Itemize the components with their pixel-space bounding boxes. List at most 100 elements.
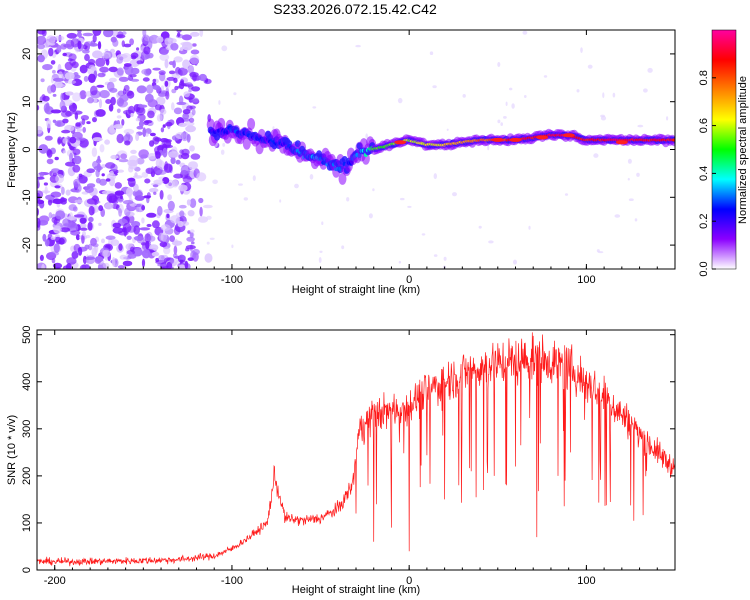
noise-blob — [158, 232, 164, 241]
noise-blob — [60, 92, 64, 102]
noise-blob — [198, 73, 207, 82]
noise-blob — [192, 43, 197, 47]
noise-blob — [55, 174, 64, 184]
noise-blob — [55, 210, 66, 220]
noise-blob — [191, 86, 201, 92]
noise-blob — [153, 179, 164, 185]
noise-blob — [190, 153, 201, 160]
noise-blob — [86, 198, 98, 205]
noise-blob — [53, 243, 60, 253]
noise-blob — [67, 58, 73, 62]
noise-blob — [238, 183, 243, 186]
noise-blob — [174, 85, 179, 91]
noise-blob — [149, 132, 156, 137]
noise-blob — [126, 235, 132, 240]
noise-blob — [82, 126, 86, 133]
noise-blob — [69, 136, 77, 144]
noise-blob — [88, 243, 93, 251]
y-tick-label: 200 — [21, 467, 33, 485]
noise-blob — [104, 202, 114, 210]
noise-blob — [79, 264, 91, 269]
noise-blob — [129, 73, 137, 78]
noise-blob — [176, 30, 182, 33]
noise-blob — [105, 178, 111, 182]
noise-blob — [102, 249, 111, 258]
noise-blob — [158, 70, 166, 76]
noise-blob — [134, 191, 144, 198]
noise-blob — [172, 253, 178, 259]
noise-blob — [59, 227, 71, 233]
noise-blob — [41, 30, 47, 37]
noise-blob — [118, 76, 129, 82]
noise-blob — [189, 198, 197, 209]
x-tick-label: 100 — [577, 274, 595, 286]
noise-blob — [37, 262, 47, 269]
noise-blob — [79, 227, 88, 231]
noise-blob — [45, 102, 50, 111]
noise-blob — [105, 162, 116, 169]
noise-blob — [108, 66, 118, 73]
noise-blob — [154, 137, 162, 142]
noise-blob — [634, 218, 638, 222]
noise-blob — [166, 261, 173, 269]
ridge-peak — [536, 135, 549, 140]
noise-blob — [64, 72, 75, 80]
noise-blob — [105, 99, 112, 104]
y-tick-label: 20 — [21, 48, 33, 60]
noise-blob — [61, 129, 71, 134]
noise-blob — [500, 122, 504, 126]
noise-blob — [128, 155, 139, 164]
noise-blob — [76, 32, 82, 38]
noise-blob — [145, 167, 155, 174]
noise-blob — [189, 117, 195, 123]
noise-blob — [162, 124, 166, 128]
noise-blob — [221, 45, 228, 52]
noise-blob — [312, 106, 317, 109]
noise-blob — [206, 241, 210, 245]
noise-blob — [41, 190, 51, 194]
noise-blob — [145, 93, 154, 103]
noise-blob — [37, 105, 40, 111]
noise-blob — [37, 54, 45, 63]
x-tick-label: -100 — [221, 575, 243, 587]
noise-blob — [279, 199, 282, 203]
noise-blob — [66, 263, 72, 269]
noise-blob — [146, 223, 152, 228]
noise-blob — [118, 243, 123, 251]
x-tick-label: 0 — [406, 274, 412, 286]
noise-blob — [446, 128, 449, 131]
noise-blob — [121, 40, 126, 48]
noise-blob — [147, 235, 156, 242]
noise-blob — [123, 63, 132, 67]
ridge-peak — [491, 137, 504, 142]
noise-blob — [164, 161, 169, 171]
noise-blob — [170, 157, 176, 165]
ridge-peak — [562, 133, 575, 138]
noise-blob — [165, 121, 173, 127]
noise-blob — [66, 257, 77, 265]
noise-blob — [80, 223, 87, 228]
noise-blob — [99, 90, 110, 99]
noise-blob — [130, 246, 135, 253]
noise-blob — [96, 158, 102, 164]
noise-blob — [98, 205, 104, 212]
noise-blob — [137, 104, 148, 108]
noise-blob — [666, 116, 669, 121]
noise-blob — [173, 245, 178, 255]
noise-blob — [88, 42, 99, 47]
noise-blob — [165, 90, 170, 100]
noise-blob — [58, 71, 63, 79]
noise-blob — [130, 112, 134, 117]
noise-blob — [153, 191, 157, 195]
noise-blob — [95, 109, 106, 117]
colorbar-tick-label: 0.2 — [698, 214, 710, 229]
noise-blob — [160, 108, 167, 115]
noise-blob — [487, 145, 490, 151]
noise-blob — [187, 161, 199, 170]
noise-blob — [97, 41, 102, 50]
noise-blob — [58, 236, 67, 245]
noise-blob — [141, 68, 152, 75]
noise-blob — [119, 195, 124, 200]
noise-blob — [54, 35, 65, 41]
